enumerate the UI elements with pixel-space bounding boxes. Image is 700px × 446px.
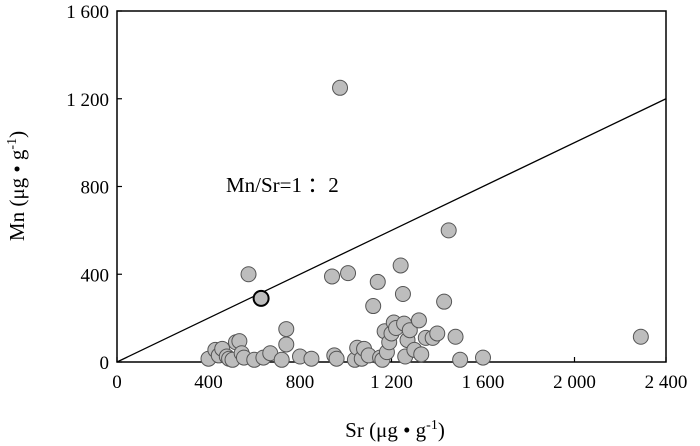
- data-point: [440, 222, 457, 239]
- x-tick-label: 2 000: [553, 372, 596, 393]
- data-point: [429, 325, 446, 342]
- y-axis-ticks: 0 400 800 1 200 1 600: [66, 2, 122, 374]
- y-tick-label: 400: [81, 265, 110, 286]
- x-tick-label: 800: [286, 372, 315, 393]
- data-point: [452, 351, 469, 368]
- data-point: [413, 346, 430, 363]
- y-tick-label: 1 600: [66, 2, 109, 23]
- data-point: [303, 350, 320, 367]
- y-tick-label: 800: [81, 178, 110, 199]
- x-tick-label: 0: [112, 372, 122, 393]
- x-tick-label: 400: [194, 372, 223, 393]
- data-point: [436, 293, 453, 310]
- data-point: [475, 349, 491, 366]
- data-point: [365, 298, 382, 315]
- data-point: [392, 257, 409, 274]
- data-point: [401, 322, 418, 339]
- data-point: [328, 350, 345, 367]
- data-point: [324, 268, 341, 285]
- plot-area-frame: [116, 10, 667, 363]
- data-point: [369, 273, 386, 290]
- data-point: [273, 351, 290, 368]
- data-point: [447, 328, 464, 345]
- data-point: [394, 285, 411, 302]
- x-tick-label: 1 600: [462, 372, 505, 393]
- data-point: [410, 312, 427, 329]
- x-tick-label: 1 200: [370, 372, 413, 393]
- y-tick-label: 0: [100, 353, 110, 374]
- data-point: [240, 266, 257, 283]
- y-tick-label: 1 200: [66, 90, 109, 111]
- data-point: [340, 265, 357, 282]
- highlighted-data-point: [252, 289, 270, 307]
- x-axis-title: Sr (μg • g-1): [345, 418, 445, 442]
- ratio-reference-line: [116, 98, 667, 363]
- data-point: [632, 328, 649, 345]
- data-point: [332, 79, 349, 96]
- x-axis-ticks: 0 400 800 1 200 1 600 2 000 2 400: [112, 357, 687, 393]
- reference-line-layer: [116, 98, 667, 363]
- data-points: [200, 79, 649, 368]
- data-point: [278, 321, 295, 338]
- data-point: [278, 336, 295, 353]
- y-axis-title: Mn (μg • g-1): [5, 131, 29, 241]
- ratio-annotation: Mn/Sr=1 ：2: [226, 173, 339, 197]
- x-tick-label: 2 400: [645, 372, 688, 393]
